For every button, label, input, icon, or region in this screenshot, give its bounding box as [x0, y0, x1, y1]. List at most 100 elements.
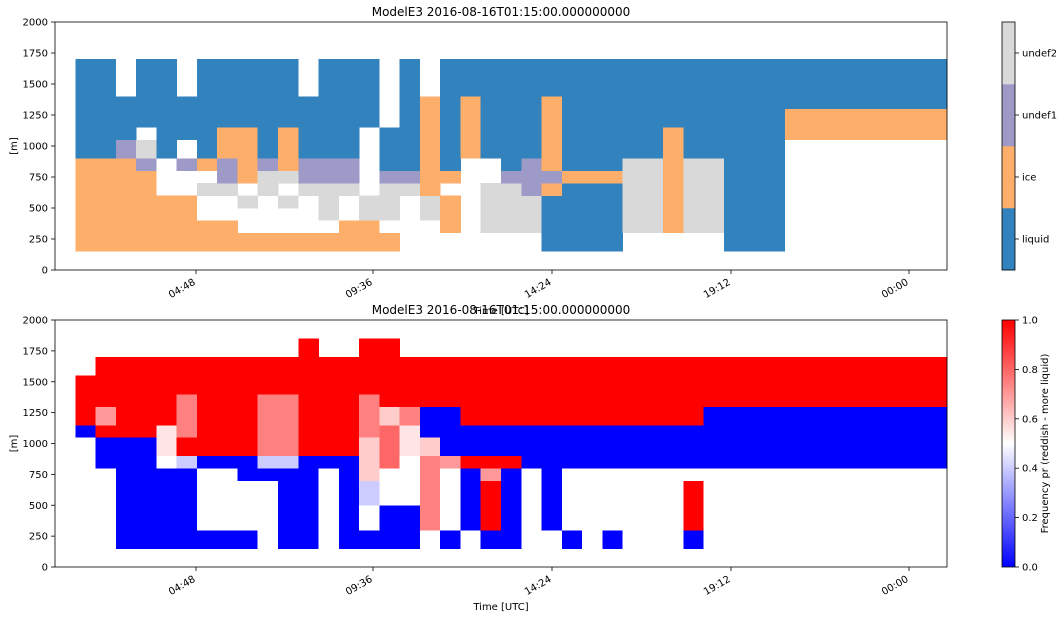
heatmap-cell — [379, 455, 400, 469]
heatmap-cell — [115, 394, 157, 407]
heatmap-cell — [318, 375, 360, 395]
heatmap-cell — [156, 437, 177, 457]
heatmap-cell — [257, 158, 279, 172]
heatmap-cell — [683, 492, 705, 506]
heatmap-cell — [703, 424, 948, 438]
heatmap-cell — [521, 492, 542, 506]
heatmap-cell — [257, 406, 299, 426]
heatmap-cell — [318, 505, 340, 518]
heatmap-cell — [440, 437, 461, 457]
heatmap-cell — [602, 536, 623, 549]
heatmap-cell — [257, 357, 299, 376]
heatmap-cell — [217, 158, 238, 172]
heatmap-cell — [622, 183, 664, 196]
colorbar-tick-label: liquid — [1022, 235, 1049, 246]
heatmap-cell — [237, 455, 259, 469]
heatmap-cell — [501, 517, 522, 531]
heatmap-cell — [561, 536, 583, 549]
heatmap-cell — [318, 195, 340, 209]
x-axis-label: Time [UTC] — [472, 602, 528, 613]
heatmap-cell — [541, 517, 563, 531]
heatmap-cell — [683, 517, 705, 531]
heatmap-cell — [541, 492, 563, 506]
heatmap-cell — [115, 480, 198, 494]
x-tick-label: 00:00 — [880, 574, 910, 598]
heatmap-cell — [176, 406, 198, 426]
colorbar-tick-label: 0.8 — [1022, 365, 1038, 376]
y-tick-label: 250 — [29, 235, 48, 246]
heatmap-cell — [115, 455, 157, 469]
heatmap-cell — [683, 170, 725, 184]
colorbar-tick-label: undef2 — [1022, 49, 1057, 60]
heatmap-cell — [419, 108, 441, 128]
heatmap-cell — [399, 375, 421, 395]
heatmap-cell — [318, 517, 340, 531]
heatmap-cell — [257, 536, 279, 549]
heatmap-cell — [784, 96, 948, 110]
colorbar-segment — [1002, 146, 1015, 209]
heatmap-cell — [298, 127, 360, 141]
heatmap-cell — [419, 394, 441, 407]
heatmap-cell — [501, 158, 522, 172]
heatmap-cell — [724, 220, 786, 234]
heatmap-cell — [561, 77, 623, 97]
heatmap-cell — [501, 492, 522, 506]
heatmap-cell — [480, 492, 502, 506]
heatmap-cell — [440, 468, 461, 481]
heatmap-cell — [318, 77, 360, 97]
heatmap-cell — [278, 139, 299, 159]
heatmap-cell — [784, 59, 948, 79]
heatmap-cell — [521, 536, 563, 549]
heatmap-cell — [379, 406, 400, 426]
heatmap-cell — [196, 139, 218, 159]
heatmap-cell — [724, 96, 786, 110]
heatmap-cell — [622, 455, 684, 469]
heatmap-cell — [298, 424, 319, 438]
heatmap-cell — [561, 139, 623, 159]
heatmap-cell — [460, 77, 482, 97]
heatmap-cell — [480, 536, 522, 549]
heatmap-cell — [460, 375, 542, 395]
x-tick-label: 14:24 — [523, 574, 553, 598]
y-tick-label: 750 — [29, 470, 48, 481]
heatmap-cell — [622, 220, 664, 234]
y-tick-label: 500 — [29, 501, 48, 512]
heatmap-cell — [176, 424, 198, 438]
heatmap-cell — [399, 437, 421, 457]
heatmap-cell — [784, 127, 948, 141]
heatmap-cell — [318, 208, 340, 221]
heatmap-cell — [663, 158, 684, 172]
heatmap-cell — [278, 529, 319, 537]
heatmap-cell — [521, 529, 563, 537]
heatmap-cell — [460, 139, 482, 159]
heatmap-cell — [359, 338, 400, 358]
heatmap-cell — [156, 127, 177, 141]
heatmap-cells — [75, 338, 948, 549]
heatmap-cell — [196, 96, 238, 110]
heatmap-cell — [784, 108, 948, 128]
heatmap-cell — [602, 529, 623, 537]
heatmap-cell — [561, 108, 623, 128]
heatmap-cell — [541, 357, 623, 376]
heatmap-cell — [460, 492, 482, 506]
heatmap-cell — [318, 357, 360, 376]
heatmap-cell — [115, 375, 157, 395]
heatmap-cell — [561, 480, 684, 494]
heatmap-cell — [622, 195, 664, 209]
heatmap-cell — [663, 208, 684, 221]
heatmap-cell — [278, 195, 299, 209]
heatmap-cell — [359, 492, 380, 506]
heatmap-cell — [196, 127, 218, 141]
y-tick-label: 500 — [29, 204, 48, 215]
heatmap-cell — [419, 208, 441, 221]
y-tick-label: 1250 — [23, 111, 48, 122]
heatmap-cell — [419, 492, 441, 506]
heatmap-cell — [136, 139, 157, 159]
heatmap-cell — [359, 480, 380, 494]
colorbar-segment — [1002, 22, 1015, 85]
heatmap-cell — [75, 195, 198, 209]
heatmap-cell — [176, 96, 198, 110]
heatmap-cell — [338, 480, 360, 494]
heatmap-cell — [298, 357, 319, 376]
heatmap-cell — [703, 536, 948, 549]
